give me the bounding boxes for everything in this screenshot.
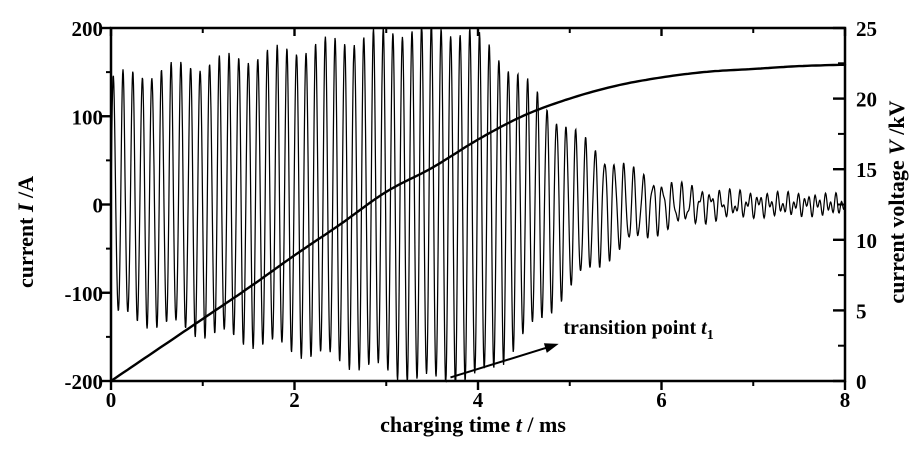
annotation-arrow-line: [450, 344, 554, 379]
right-tick-label: 15: [856, 158, 877, 182]
plot-frame: [109, 26, 847, 383]
axis-tick-labels: 0 2 4 6 8 200 100 0 -100 -200 25 20 15 10 5 0: [65, 17, 878, 412]
left-tick-label: -100: [65, 282, 104, 306]
x-tick-label: 2: [289, 388, 300, 412]
right-tick-label: 5: [856, 299, 867, 323]
right-tick-label: 10: [856, 229, 877, 253]
x-tick-label: 8: [840, 388, 851, 412]
left-tick-label: 100: [72, 105, 104, 129]
left-axis-title: current I /A: [13, 176, 38, 288]
annotation-arrowhead-icon: [543, 343, 559, 353]
right-tick-label: 20: [856, 88, 877, 112]
x-axis-title: charging time t / ms: [380, 412, 566, 437]
x-tick-label: 4: [473, 388, 484, 412]
voltage-curve: [109, 63, 847, 383]
right-tick-label: 0: [856, 370, 867, 394]
annotation-label: transition point t1: [563, 317, 713, 343]
left-tick-label: 200: [72, 17, 104, 41]
current-waveform: [110, 27, 846, 383]
x-tick-label: 6: [656, 388, 667, 412]
transition-annotation: transition point t1: [450, 317, 714, 379]
x-tick-label: 0: [106, 388, 117, 412]
left-tick-label: -200: [65, 370, 104, 394]
right-tick-label: 25: [856, 17, 877, 41]
left-tick-label: 0: [93, 194, 104, 218]
right-axis-title: current voltage V /kV: [884, 100, 909, 303]
